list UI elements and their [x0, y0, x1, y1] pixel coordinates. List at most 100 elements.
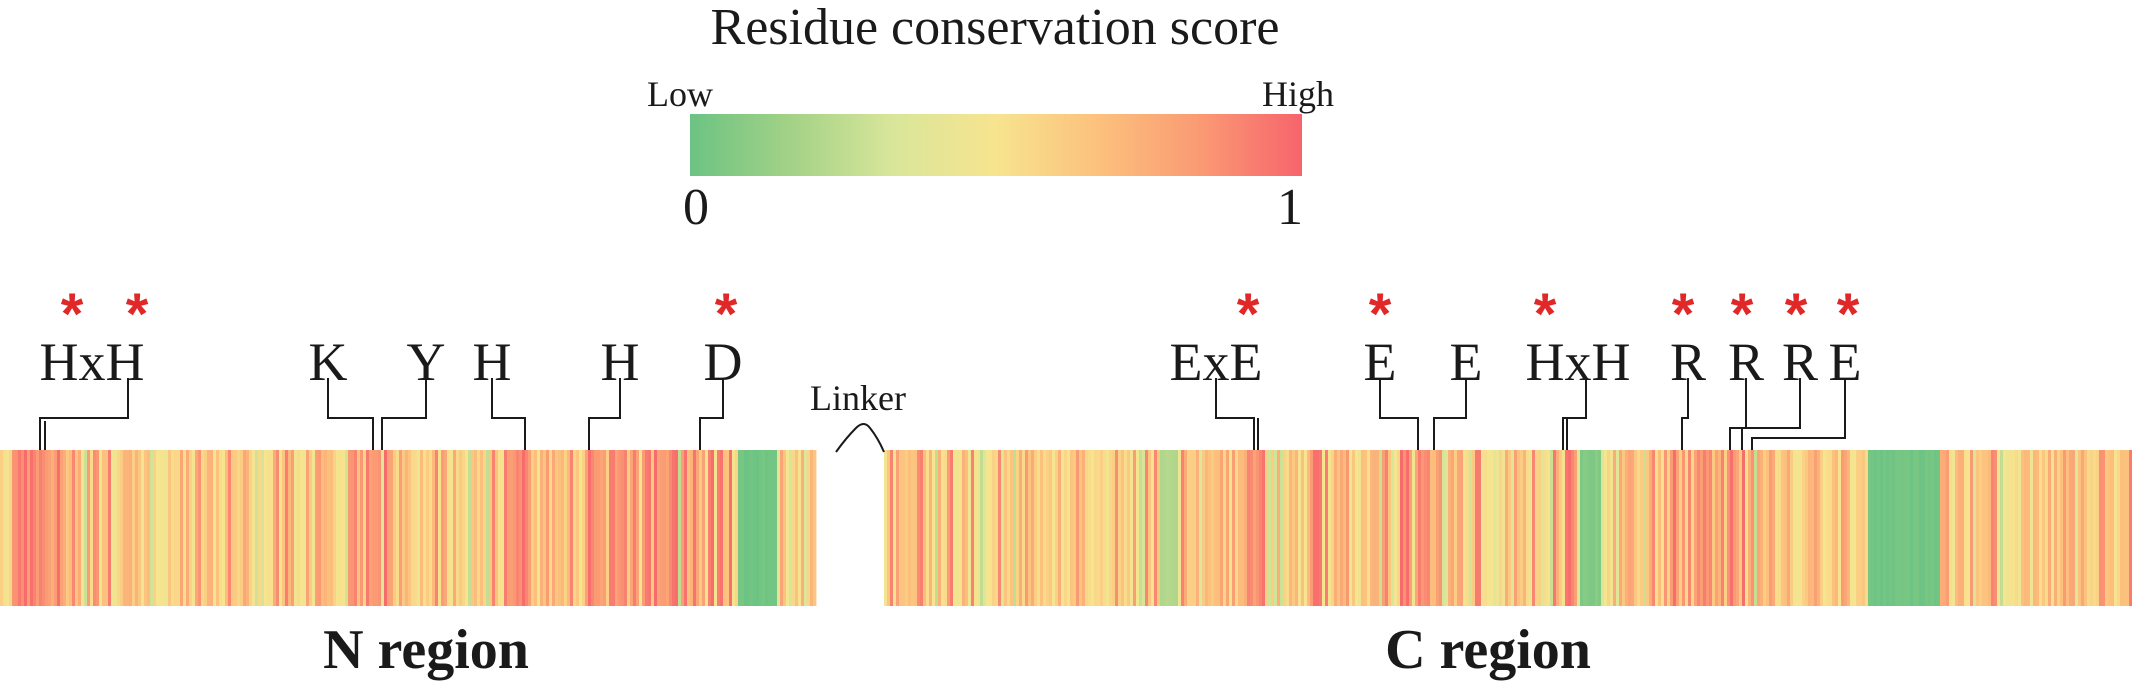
conservation-stripe: [1010, 450, 1014, 606]
conservation-stripe: [261, 450, 265, 606]
conservation-stripe: [1124, 450, 1128, 606]
conservation-stripe: [1208, 450, 1212, 606]
conservation-stripe: [893, 450, 897, 606]
conservation-stripe: [1193, 450, 1197, 606]
conservation-stripe: [2033, 450, 2037, 606]
conservation-stripe: [459, 450, 463, 606]
conservation-stripe: [426, 450, 430, 606]
conservation-stripe: [1742, 450, 1746, 606]
conservation-stripe: [1286, 450, 1290, 606]
conservation-stripe: [1040, 450, 1044, 606]
conservation-stripe: [777, 450, 781, 606]
conservation-stripe: [902, 450, 906, 606]
conservation-stripe: [1355, 450, 1359, 606]
conservation-stripe: [600, 450, 604, 606]
conservation-stripe: [1859, 450, 1863, 606]
conservation-stripe: [1868, 450, 1872, 606]
conservation-stripe: [1007, 450, 1011, 606]
conservation-stripe: [1496, 450, 1500, 606]
conservation-stripe: [1595, 450, 1599, 606]
linker-label: Linker: [810, 378, 906, 418]
conservation-stripe: [648, 450, 652, 606]
conservation-stripe: [947, 450, 951, 606]
conservation-stripe: [552, 450, 556, 606]
conservation-stripe: [720, 450, 724, 606]
conservation-stripe: [462, 450, 466, 606]
conservation-stripe: [1616, 450, 1620, 606]
conservation-stripe: [1649, 450, 1653, 606]
leader-e-3: [1751, 378, 1846, 450]
conservation-stripe: [974, 450, 978, 606]
conservation-stripe: [1787, 450, 1791, 606]
conservation-stripe: [1643, 450, 1647, 606]
conservation-stripe: [1913, 450, 1917, 606]
conservation-stripe: [1337, 450, 1341, 606]
conservation-stripe: [1199, 450, 1203, 606]
conservation-stripe: [201, 450, 205, 606]
conservation-stripe: [2027, 450, 2031, 606]
conservation-stripe: [1430, 450, 1434, 606]
conservation-stripe: [1661, 450, 1665, 606]
conservation-stripe: [474, 450, 478, 606]
conservation-stripe: [1802, 450, 1806, 606]
conservation-stripe: [1808, 450, 1812, 606]
conservation-stripe: [1565, 450, 1569, 606]
conservation-stripe: [105, 450, 109, 606]
conservation-stripe: [1046, 450, 1050, 606]
conservation-stripe: [1298, 450, 1302, 606]
conservation-stripe: [1310, 450, 1314, 606]
residue-exe: ExE: [1170, 332, 1263, 392]
conservation-stripe: [531, 450, 535, 606]
conservation-stripe: [1484, 450, 1488, 606]
residue-h-2: H: [601, 332, 640, 392]
conservation-stripe: [1526, 450, 1530, 606]
conservation-stripe: [696, 450, 700, 606]
conservation-stripe: [1916, 450, 1920, 606]
conservation-stripe: [618, 450, 622, 606]
conservation-stripe: [2066, 450, 2070, 606]
conservation-stripe: [1175, 450, 1179, 606]
conservation-stripe: [1031, 450, 1035, 606]
conservation-stripe: [1853, 450, 1857, 606]
conservation-stripe: [1907, 450, 1911, 606]
conservation-stripe: [2075, 450, 2079, 606]
conservation-stripe: [1676, 450, 1680, 606]
conservation-stripe: [1664, 450, 1668, 606]
conservation-stripe: [1067, 450, 1071, 606]
c-region-label: C region: [1385, 619, 1591, 681]
conservation-stripe: [1640, 450, 1644, 606]
conservation-stripe: [549, 450, 553, 606]
conservation-stripe: [228, 450, 232, 606]
conservation-stripe: [1448, 450, 1452, 606]
conservation-stripe: [543, 450, 547, 606]
conservation-stripe: [1691, 450, 1695, 606]
conservation-stripe: [1670, 450, 1674, 606]
conservation-stripe: [660, 450, 664, 606]
conservation-stripe: [1409, 450, 1413, 606]
conservation-stripe: [303, 450, 307, 606]
conservation-stripe: [90, 450, 94, 606]
conservation-stripe: [1940, 450, 1944, 606]
conservation-stripe: [738, 450, 742, 606]
star-e-1: *: [1369, 282, 1392, 347]
conservation-stripe: [612, 450, 616, 606]
conservation-stripe: [1556, 450, 1560, 606]
conservation-stripe: [1259, 450, 1263, 606]
conservation-stripe: [1241, 450, 1245, 606]
conservation-stripe: [420, 450, 424, 606]
leader-hxh-c: [1562, 378, 1587, 450]
conservation-stripe: [267, 450, 271, 606]
conservation-stripe: [639, 450, 643, 606]
conservation-stripe: [66, 450, 70, 606]
conservation-stripe: [2036, 450, 2040, 606]
conservation-stripe: [48, 450, 52, 606]
conservation-stripe: [789, 450, 793, 606]
conservation-stripe: [1631, 450, 1635, 606]
conservation-stripe: [1127, 450, 1131, 606]
conservation-stripe: [1931, 450, 1935, 606]
conservation-stripe: [1949, 450, 1953, 606]
star-hxh-c: *: [1534, 282, 1557, 347]
conservation-stripe: [804, 450, 808, 606]
conservation-stripe: [1994, 450, 1998, 606]
conservation-stripe: [795, 450, 799, 606]
